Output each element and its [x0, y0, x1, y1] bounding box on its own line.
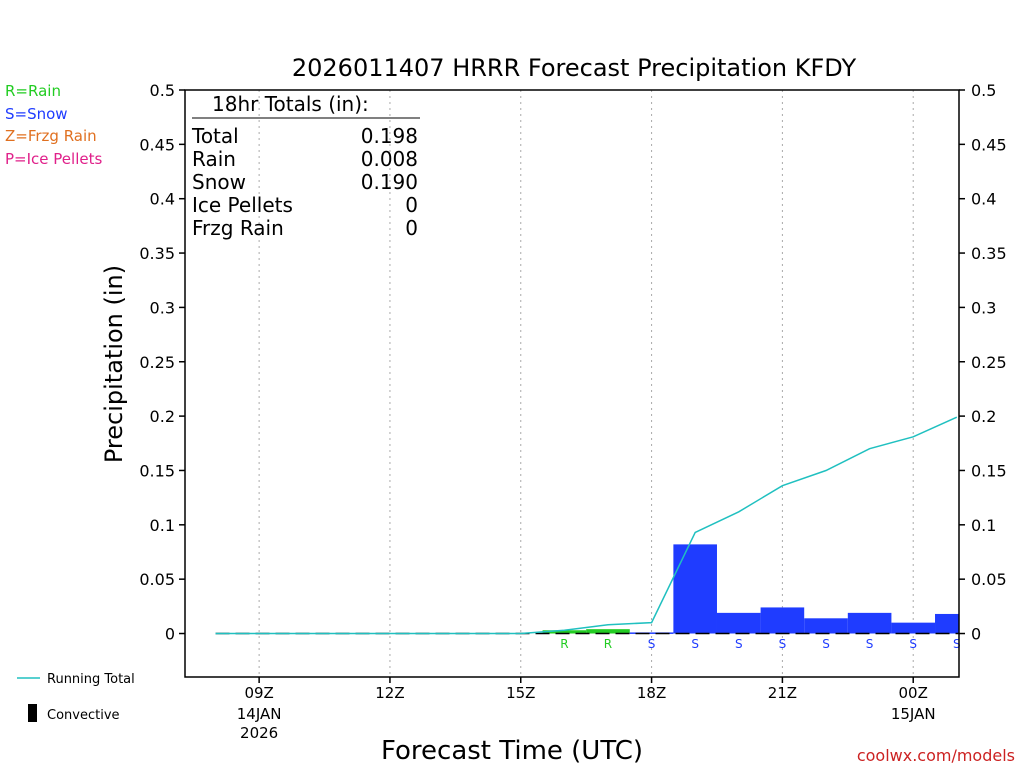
y-tick-label-right: 0.1 [971, 516, 996, 535]
ptype-marker: R [560, 637, 568, 651]
plot-frame [184, 89, 960, 678]
ptype-marker: S [953, 637, 961, 651]
precip-bar [847, 612, 892, 634]
y-tick-label-left: 0.35 [139, 244, 175, 263]
ptype-marker: S [691, 637, 699, 651]
y-tick-label-right: 0.15 [971, 461, 1007, 480]
x-tick-label: 12Z [375, 684, 404, 702]
x-tick-label: 09Z [244, 684, 273, 702]
x-tick-sublabel: 14JAN [237, 705, 282, 723]
ptype-marker: S [648, 637, 656, 651]
grid-lines [258, 90, 914, 677]
y-tick-label-right: 0.3 [971, 298, 996, 317]
x-tick-sublabel: 15JAN [891, 705, 936, 723]
ptype-marker: S [735, 637, 743, 651]
x-axis-label: Forecast Time (UTC) [381, 736, 643, 766]
legend-snow: S=Snow [5, 105, 68, 123]
convective-legend-swatch [28, 704, 37, 722]
totals-row-value: 0 [405, 193, 418, 217]
chart-title: 2026011407 HRRR Forecast Precipitation K… [292, 54, 857, 82]
y-tick-label-left: 0.15 [139, 461, 175, 480]
y-tick-label-left: 0.4 [150, 190, 175, 209]
x-tick-label: 21Z [768, 684, 797, 702]
y-tick-label-right: 0 [971, 625, 981, 644]
y-tick-label-left: 0.5 [150, 81, 175, 100]
y-tick-label-left: 0.05 [139, 570, 175, 589]
precip-bar [586, 629, 630, 634]
x-tick-label: 18Z [637, 684, 666, 702]
y-tick-label-right: 0.45 [971, 135, 1007, 154]
y-ticks: 0 00.05 0.050.1 0.10.15 0.150.2 0.20.25 0.250.… [139, 81, 1006, 644]
legend-rain: R=Rain [5, 82, 61, 100]
ptype-marker: S [779, 637, 787, 651]
precip-bar [542, 630, 587, 634]
y-tick-label-left: 0 [165, 625, 175, 644]
x-tick-label: 15Z [506, 684, 535, 702]
y-tick-label-left: 0.2 [150, 407, 175, 426]
running-total-legend-label: Running Total [47, 672, 135, 687]
convective-legend-label: Convective [47, 708, 120, 723]
precip-bar [673, 544, 717, 634]
totals-row-value: 0 [405, 216, 418, 240]
y-tick-label-right: 0.35 [971, 244, 1007, 263]
y-tick-label-right: 0.2 [971, 407, 996, 426]
precip-bars [215, 544, 959, 635]
legend-frzg-rain: Z=Frzg Rain [5, 127, 97, 145]
y-tick-label-left: 0.45 [139, 135, 175, 154]
legend-ice-pellets: P=Ice Pellets [5, 150, 102, 168]
totals-heading: 18hr Totals (in): [212, 92, 369, 116]
precip-bar [891, 622, 936, 634]
y-tick-label-right: 0.4 [971, 190, 996, 209]
totals-row-label: Snow [192, 170, 246, 194]
running-total-line [215, 416, 958, 635]
x-tick-sublabel: 2026 [240, 724, 278, 742]
y-tick-label-right: 0.25 [971, 353, 1007, 372]
totals-row-value: 0.198 [361, 124, 418, 148]
y-tick-label-left: 0.25 [139, 353, 175, 372]
credit-text: coolwx.com/models [857, 746, 1015, 765]
totals-box: 18hr Totals (in): Total 0.198 Rain 0.008 Sno… [191, 92, 420, 240]
y-tick-label-right: 0.5 [971, 81, 996, 100]
precip-bar [804, 618, 848, 634]
y-tick-label-left: 0.3 [150, 298, 175, 317]
ptype-marker: S [866, 637, 874, 651]
ptype-marker: R [604, 637, 612, 651]
y-tick-label-right: 0.05 [971, 570, 1007, 589]
totals-row-label: Frzg Rain [192, 216, 284, 240]
totals-row-label: Total [191, 124, 239, 148]
ptype-marker: S [909, 637, 917, 651]
totals-row-label: Ice Pellets [192, 193, 293, 217]
x-tick-label: 00Z [899, 684, 928, 702]
y-tick-label-left: 0.1 [150, 516, 175, 535]
precip-bar [716, 612, 761, 634]
totals-row-value: 0.190 [361, 170, 418, 194]
precip-bar [629, 632, 674, 634]
precip-bar [935, 613, 959, 634]
running-total-series [215, 416, 958, 635]
y-axis-label: Precipitation (in) [100, 265, 128, 463]
ptype-marker: S [822, 637, 830, 651]
totals-row-label: Rain [192, 147, 236, 171]
precip-bar [760, 607, 805, 634]
totals-row-value: 0.008 [361, 147, 418, 171]
